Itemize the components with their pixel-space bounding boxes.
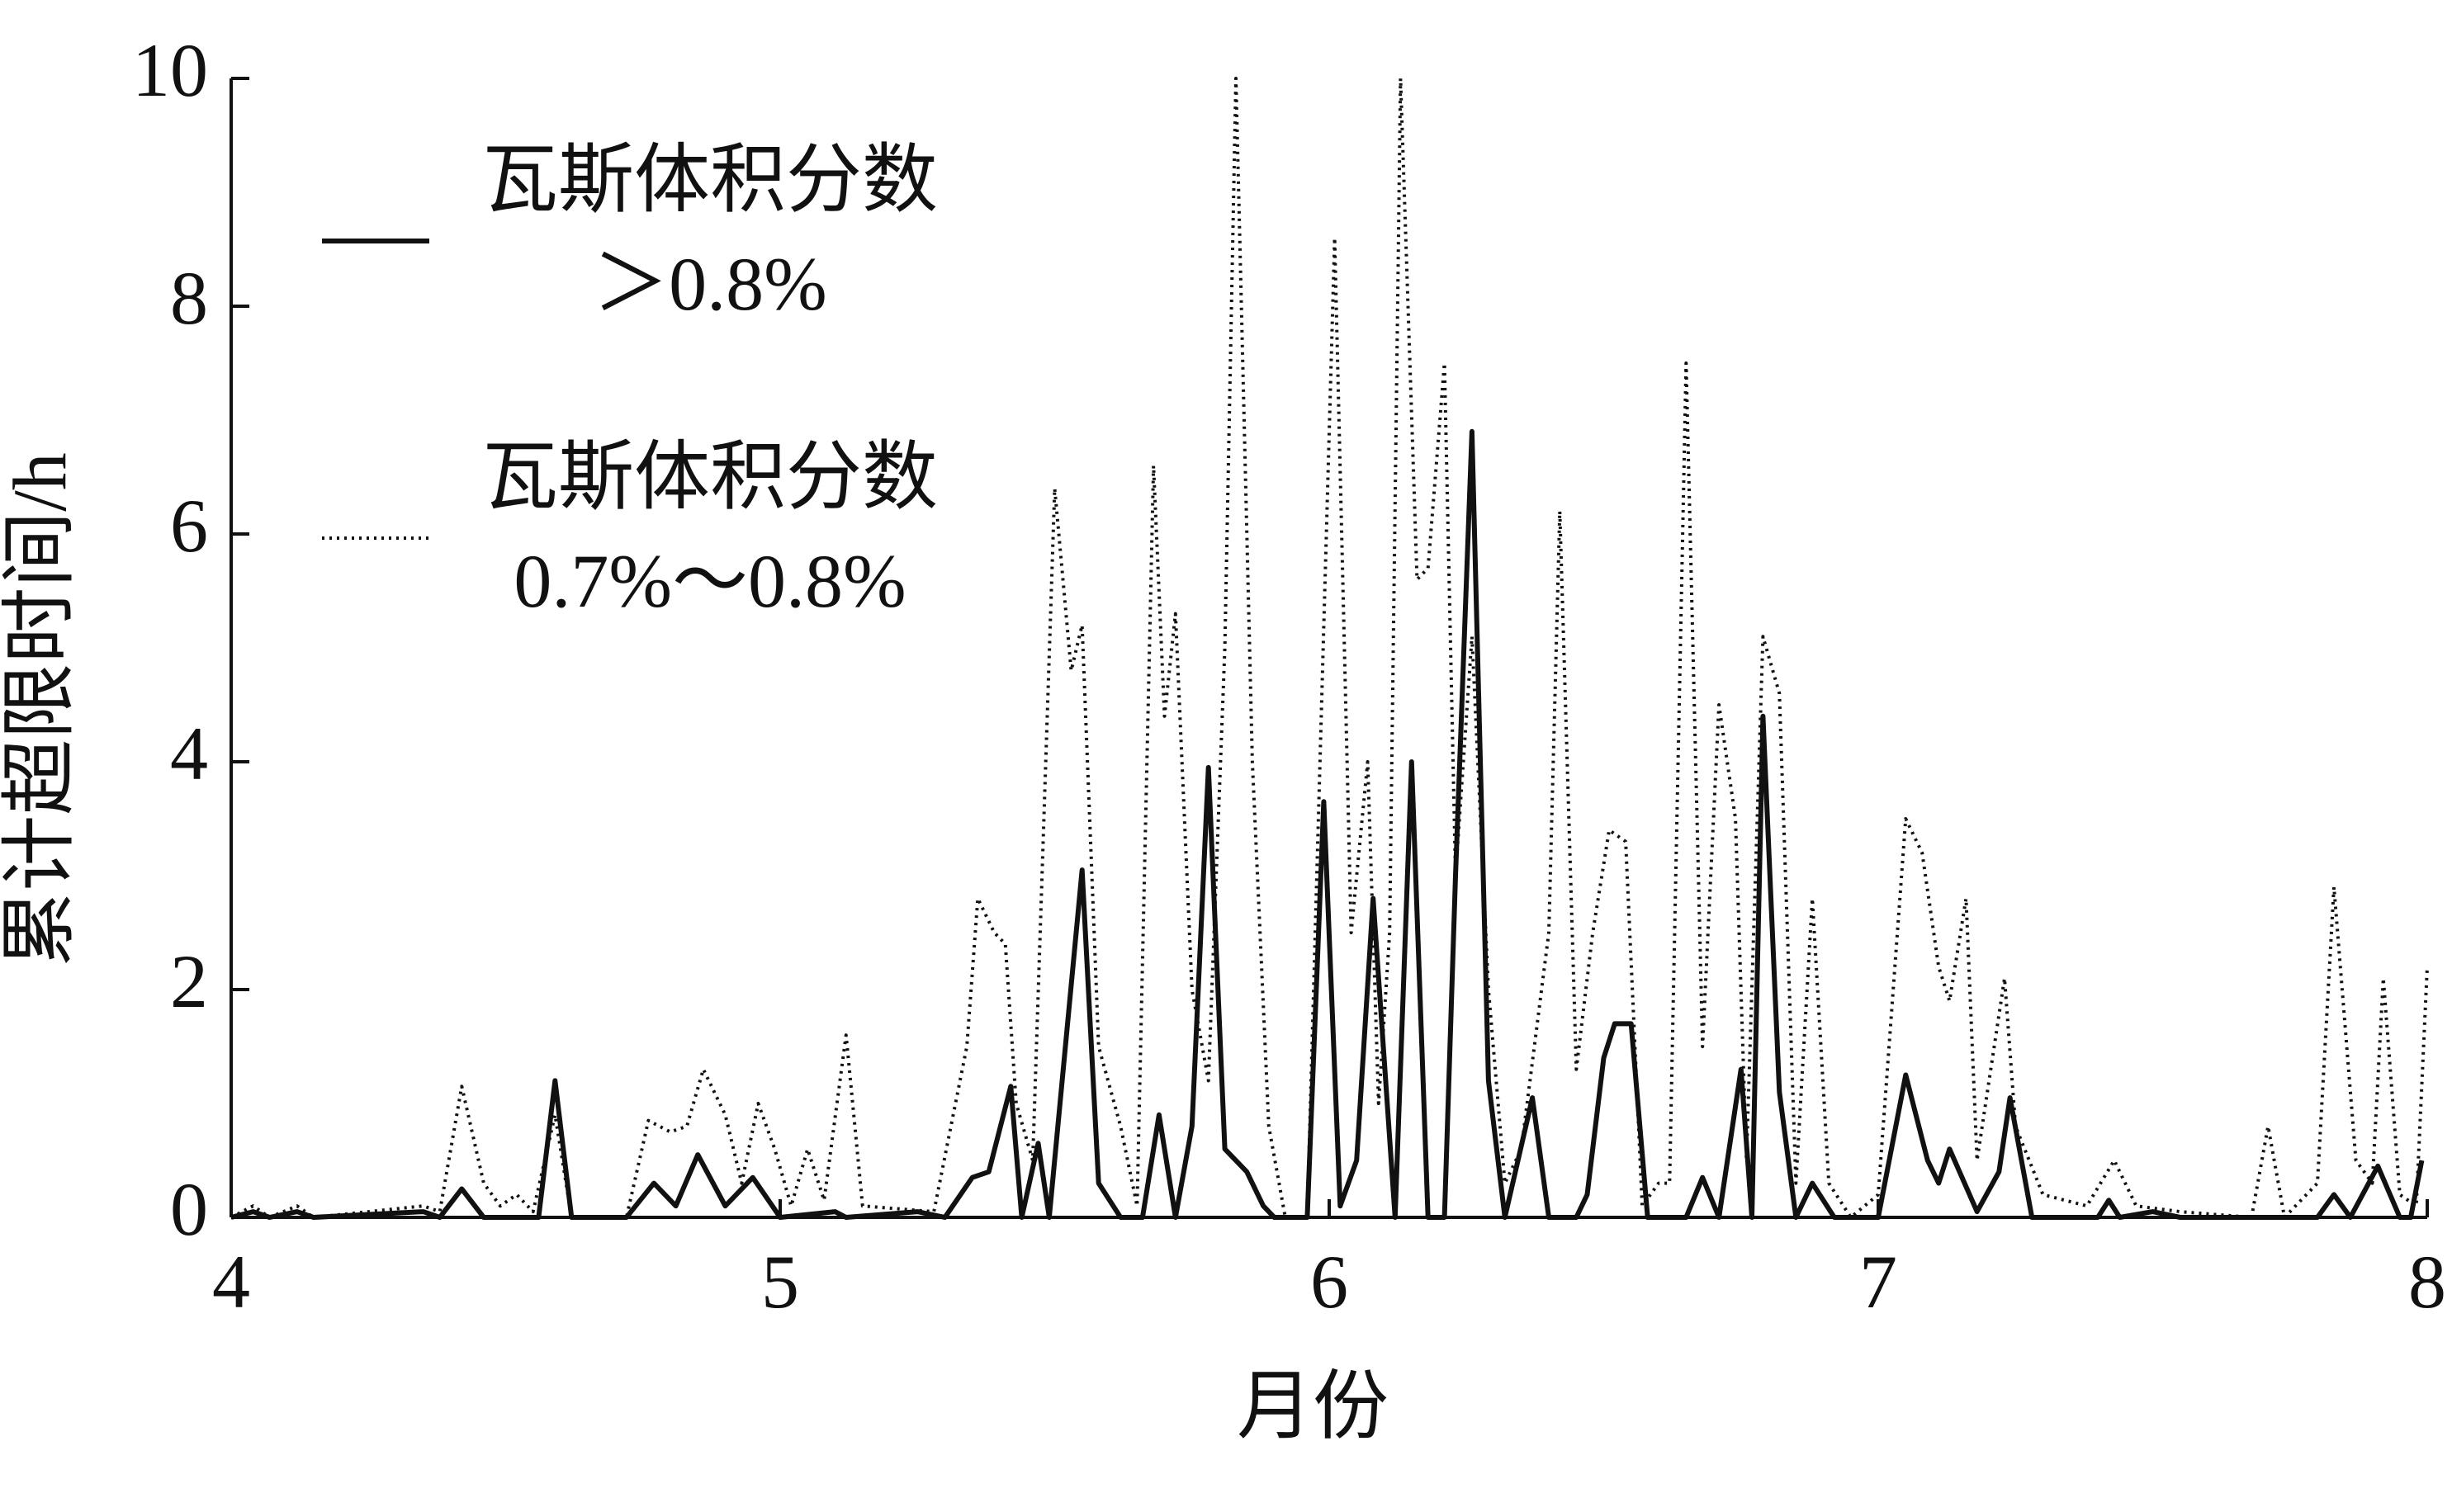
y-tick-label: 6 [170,484,208,568]
legend-line: 0.7%～0.8% [514,539,906,623]
x-tick-label: 5 [761,1240,799,1324]
x-axis-label: 月份 [1237,1364,1389,1448]
y-axis-label: 累计超限时间/h [0,452,82,967]
y-tick-label: 2 [170,939,208,1023]
y-tick-label: 4 [170,711,208,796]
data-line [230,77,2429,1219]
y-tick-label: 10 [132,28,208,112]
data-line [230,428,2425,1220]
legend-label: 瓦斯体积分数 0.7%～0.8% [482,435,938,623]
x-tick-label: 7 [1859,1240,1897,1324]
legend-line: 瓦斯体积分数 [482,435,938,519]
x-tick-label: 8 [2408,1240,2446,1324]
y-tick-label: 0 [170,1167,208,1251]
legend-line: 瓦斯体积分数 [482,138,938,222]
x-tick-label: 6 [1310,1240,1348,1324]
legend-label: 瓦斯体积分数 ＞0.8% [482,138,938,326]
x-tick-label: 4 [212,1240,250,1324]
legend-line: ＞0.8% [593,242,827,326]
y-tick-label: 8 [170,256,208,340]
